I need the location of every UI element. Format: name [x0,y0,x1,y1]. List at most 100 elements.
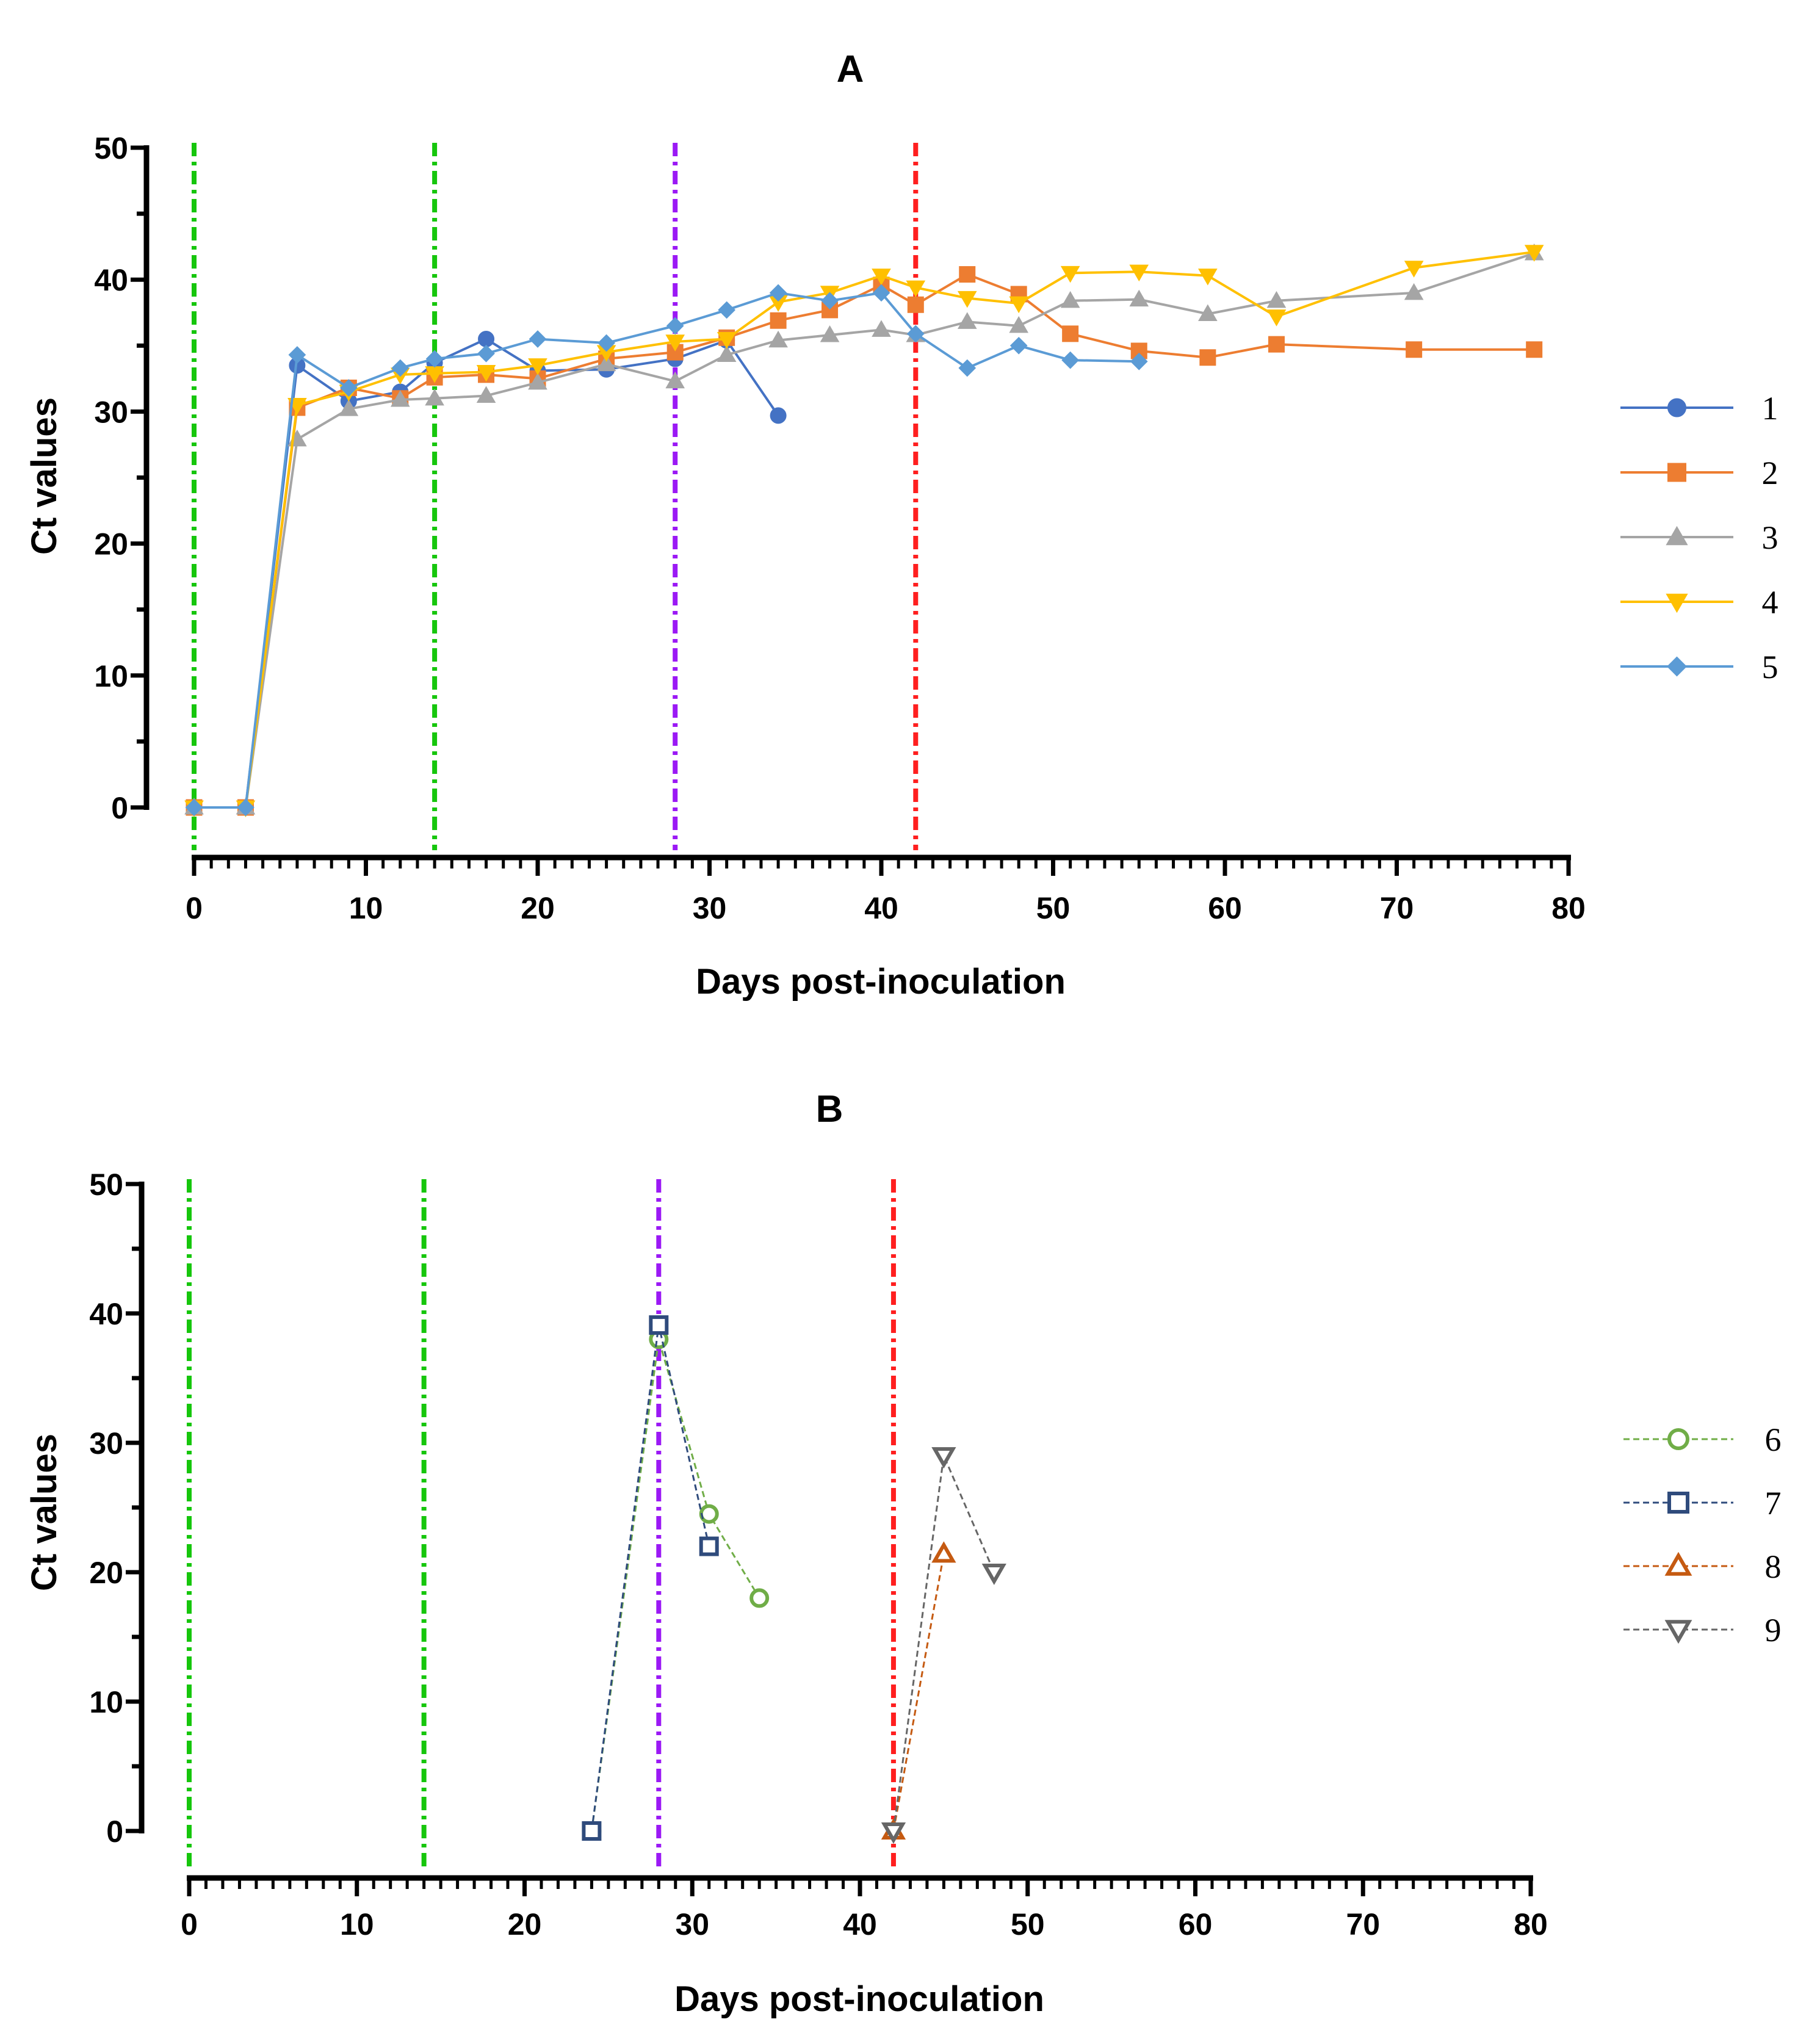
series-3-point [1060,291,1080,308]
legend-label-5: 5 [1762,649,1778,685]
series-5-point [185,798,203,817]
legend-marker-4 [1666,593,1688,613]
x-tick-label: 70 [1380,891,1414,925]
legend-marker-2 [1667,463,1686,482]
series-1-line [194,338,779,809]
series-5-point [1009,336,1028,355]
legend-entry-8: 8 [1623,1548,1782,1585]
legend-marker-1 [1667,398,1686,417]
legend-entry-3: 3 [1620,519,1778,556]
series-2 [186,266,1543,816]
x-tick-label: 50 [1011,1907,1045,1941]
y-tick-label: 20 [94,527,128,562]
legend-label-6: 6 [1765,1421,1782,1458]
series-5-point [906,325,925,343]
x-tick-label: 30 [675,1907,709,1941]
legend-label-9: 9 [1765,1612,1782,1648]
y-tick-label: 40 [94,263,128,297]
x-tick-label: 60 [1179,1907,1213,1941]
legend-entry-6: 6 [1623,1421,1782,1458]
series-1-point [770,407,787,424]
series-4-point [1404,261,1424,278]
series-3-point [768,330,788,348]
series-2-line [194,273,1534,809]
series-4-point [1060,265,1080,283]
series-5-point [666,317,684,335]
series-2-point [1199,349,1216,366]
legend-entry-9: 9 [1623,1612,1782,1648]
series-3-point [596,354,616,372]
x-tick-label: 30 [693,891,727,925]
series-4-point [906,280,926,298]
panel-b-axes: 0 10 20 30 40 50 0 10 20 30 40 50 60 70 80 [89,1168,1547,1941]
x-tick-label: 20 [508,1907,542,1941]
series-2-point [1062,325,1079,342]
legend-marker-6 [1667,1428,1689,1450]
series-5-point [1061,351,1080,369]
series-5-point [288,346,306,364]
series-3-point [957,312,977,329]
x-tick-label: 40 [864,891,898,925]
series-5-point [718,301,736,319]
series-9-point [981,1563,1006,1585]
legend-entry-1: 1 [1620,390,1778,427]
series-6-line [590,1338,760,1832]
panel-a-vlines [192,143,919,850]
series-5-point [425,350,444,368]
series-5-point [477,344,495,363]
legend-entry-2: 2 [1620,455,1778,491]
series-6-point [699,1504,719,1524]
series-3-point [820,325,840,342]
x-tick-label: 70 [1346,1907,1380,1941]
series-3-point [528,372,547,390]
y-tick-label: 10 [89,1685,123,1719]
panel-b: B Ct values Days post-inoculation 0 10 20 3… [24,1088,1782,2019]
series-4-point [1524,245,1544,262]
series-4-point [1266,309,1287,327]
x-tick-label: 0 [181,1907,198,1941]
series-3-point [339,399,359,416]
series-4-point [665,334,685,352]
series-5-point [237,798,255,817]
series-6-point [749,1588,770,1608]
panel-a-legend: 1 2 3 4 5 [1620,390,1778,685]
series-9-point [931,1447,956,1469]
panel-a-series [184,244,1544,817]
legend-label-8: 8 [1765,1548,1782,1585]
series-4-point [1198,269,1218,286]
panel-a: A Ct values Days post-inoculation 010203… [24,48,1778,1002]
series-3-point [1129,289,1149,307]
y-tick-label: 0 [106,1815,123,1849]
legend-entry-4: 4 [1620,584,1778,621]
panel-a-axes: 0 10 20 30 40 50 0 10 20 30 40 50 60 70 80 [94,131,1585,925]
legend-entry-7: 7 [1623,1485,1782,1522]
legend-label-1: 1 [1762,390,1778,427]
series-1-point [478,330,495,347]
series-4-point [528,358,547,375]
series-2-point [907,296,924,313]
series-3-point [1198,304,1218,321]
series-3-point [425,388,444,406]
panel-b-legend: 6 7 8 9 [1623,1421,1782,1648]
series-8-point [931,1541,956,1563]
series-8-line [892,1554,945,1832]
series-3-point [872,320,891,337]
series-3-point [287,429,307,447]
series-2-point [1526,341,1543,358]
series-3-line [194,252,1535,809]
panel-b-series [582,1315,1006,1844]
y-tick-label: 30 [94,395,128,429]
series-5-point [872,284,890,302]
legend-label-4: 4 [1762,584,1778,621]
series-4-point [1009,296,1029,314]
series-3-point [1266,291,1287,308]
series-2-point [959,266,976,283]
x-tick-label: 0 [186,891,203,925]
series-5-line [194,291,1139,809]
series-9 [881,1447,1006,1844]
series-2-point [770,312,787,329]
panel-a-xlabel: Days post-inoculation [696,962,1066,1002]
x-tick-label: 40 [843,1907,877,1941]
legend-marker-8 [1664,1551,1692,1576]
series-3-point [1009,316,1029,333]
